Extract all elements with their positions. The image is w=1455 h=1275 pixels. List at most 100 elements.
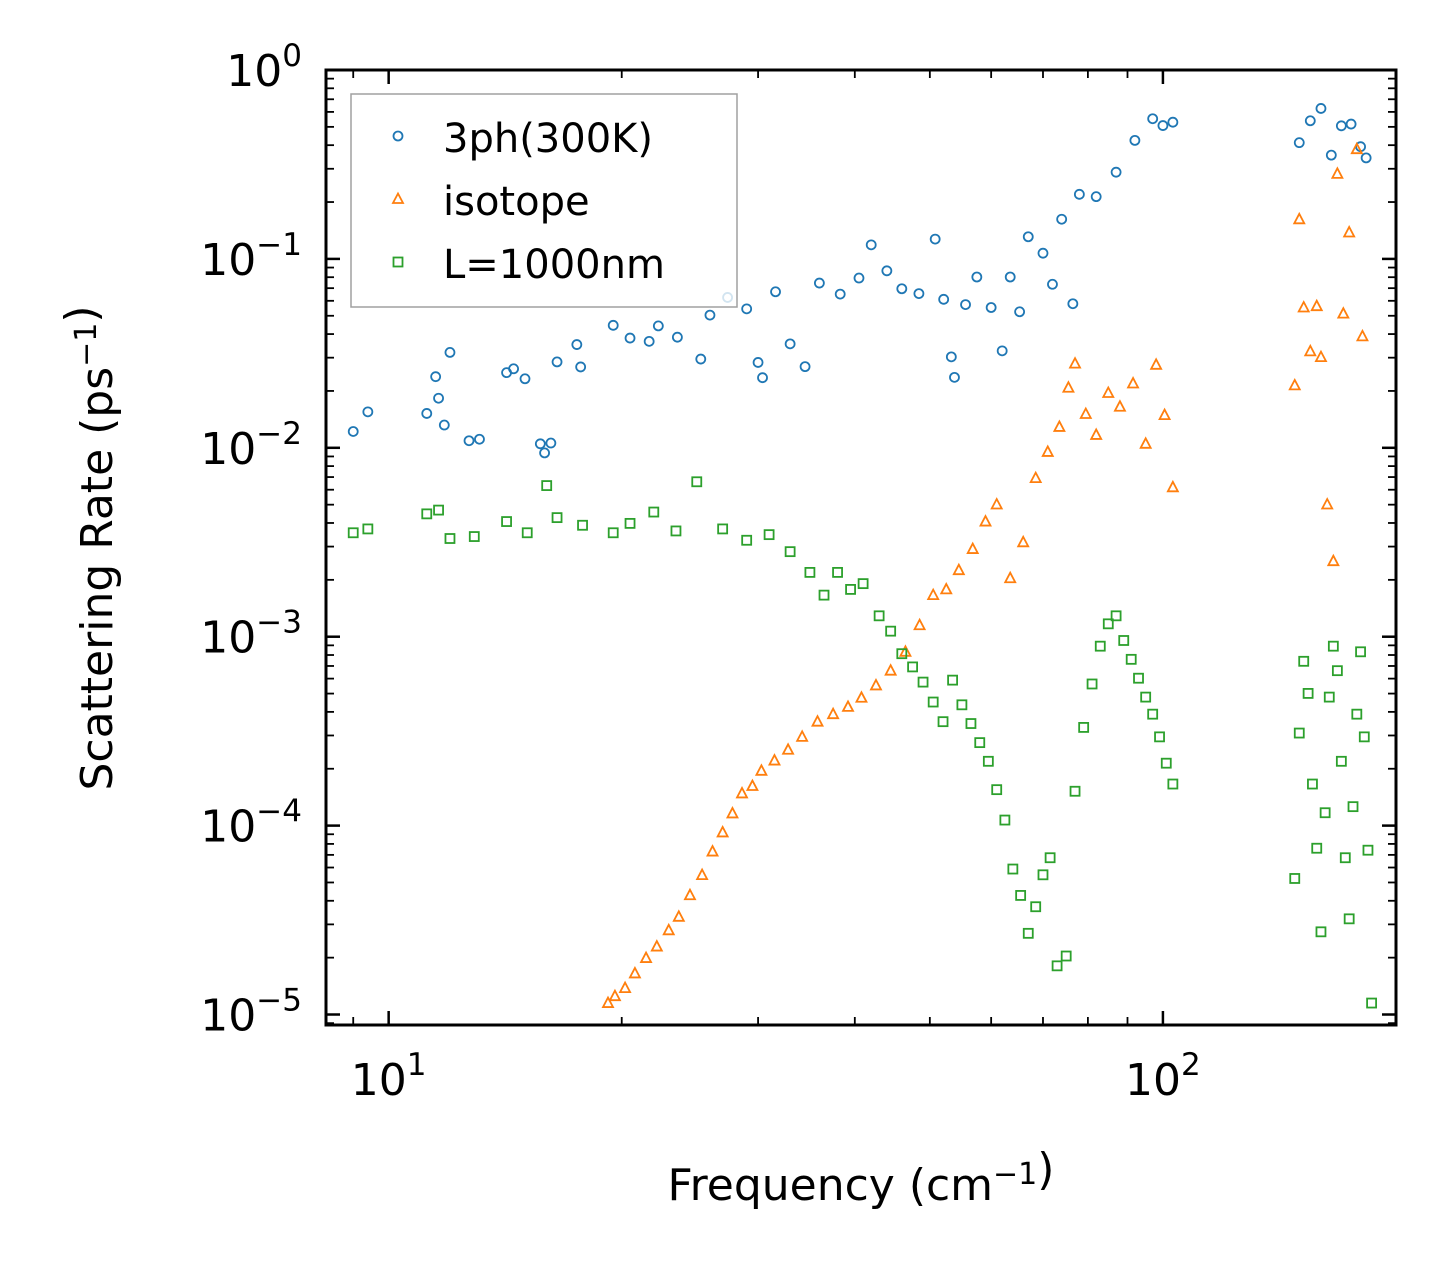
data-point (1325, 149, 1337, 161)
data-point (1069, 785, 1081, 797)
data-point (618, 980, 632, 993)
legend-label: 3ph(300K) (443, 116, 653, 162)
data-point (1330, 166, 1344, 179)
data-point (571, 339, 583, 350)
data-point (1350, 141, 1364, 155)
data-point (767, 753, 781, 766)
data-point (1047, 278, 1058, 290)
data-point (1366, 997, 1377, 1009)
data-point (541, 480, 553, 491)
data-point (1016, 534, 1030, 548)
y-tick-label: 10−3 (200, 605, 302, 664)
data-point (1311, 842, 1323, 854)
data-point (362, 406, 374, 418)
data-point (813, 277, 825, 289)
data-point (521, 527, 533, 539)
data-point (1147, 113, 1159, 125)
data-point (1335, 755, 1347, 767)
data-point (1342, 225, 1356, 238)
data-point (1129, 134, 1141, 146)
data-point (1090, 191, 1102, 203)
data-point (1355, 328, 1369, 342)
data-point (885, 625, 897, 637)
data-point (907, 661, 918, 673)
legend-frame (350, 93, 738, 308)
data-point (534, 438, 546, 450)
data-point (832, 566, 843, 578)
data-point (781, 742, 795, 755)
data-point (607, 527, 619, 539)
data-point (854, 690, 868, 703)
data-point (1358, 731, 1370, 743)
data-point (1323, 691, 1335, 703)
data-point (1110, 610, 1122, 622)
data-point (601, 995, 615, 1008)
data-point (896, 648, 908, 660)
data-point (1015, 890, 1027, 901)
data-point (927, 696, 939, 708)
data-point (539, 447, 550, 459)
data-point (996, 345, 1008, 357)
data-point (974, 737, 986, 749)
x-tick-label: 102 (1125, 1047, 1201, 1106)
data-point (945, 351, 957, 363)
data-point (717, 523, 729, 535)
data-point (795, 729, 809, 742)
data-point (826, 706, 840, 720)
series-2 (347, 476, 1377, 1009)
data-point (474, 433, 485, 445)
data-point (784, 338, 796, 350)
data-point (695, 867, 709, 881)
data-point (433, 392, 444, 404)
data-point (971, 271, 983, 283)
data-point (1314, 349, 1328, 363)
data-point (990, 497, 1004, 510)
legend-marker (392, 256, 404, 268)
data-point (966, 541, 980, 554)
data-point (857, 578, 869, 590)
data-point (865, 239, 877, 251)
data-point (624, 332, 636, 344)
data-point (784, 546, 796, 558)
data-point (799, 361, 811, 373)
data-point (841, 699, 855, 712)
data-point (1118, 635, 1130, 646)
data-point (926, 587, 940, 601)
data-point (438, 419, 450, 431)
data-point (1089, 427, 1103, 440)
data-point (575, 361, 587, 373)
data-point (444, 533, 456, 544)
data-point (1041, 444, 1055, 457)
data-point (1101, 385, 1115, 398)
data-point (551, 356, 563, 368)
data-point (1004, 271, 1016, 283)
data-point (551, 512, 563, 524)
data-point (1061, 380, 1075, 393)
data-point (1310, 298, 1324, 312)
data-point (1302, 688, 1314, 699)
data-point (853, 272, 865, 284)
legend: 3ph(300K) isotope L=1000nm (350, 93, 738, 308)
data-point (1139, 436, 1153, 449)
data-point (1157, 120, 1169, 131)
x-axis-title: Frequency (cm−1) (668, 1144, 1055, 1211)
data-point (508, 363, 519, 375)
data-point (1158, 407, 1172, 420)
data-point (1336, 306, 1350, 319)
data-point (1068, 356, 1082, 369)
data-point (1160, 757, 1172, 769)
data-point (1347, 801, 1359, 813)
data-point (1320, 497, 1334, 510)
data-point (608, 988, 622, 1002)
data-point (1345, 118, 1357, 130)
data-point (960, 299, 971, 310)
data-point (949, 371, 960, 383)
data-point (1037, 247, 1049, 259)
data-point (1339, 852, 1351, 864)
legend-entry: isotope (391, 179, 590, 225)
data-point (1343, 913, 1355, 925)
data-point (818, 589, 830, 601)
data-point (1360, 152, 1372, 164)
data-point (639, 950, 653, 963)
data-point (1307, 778, 1318, 790)
